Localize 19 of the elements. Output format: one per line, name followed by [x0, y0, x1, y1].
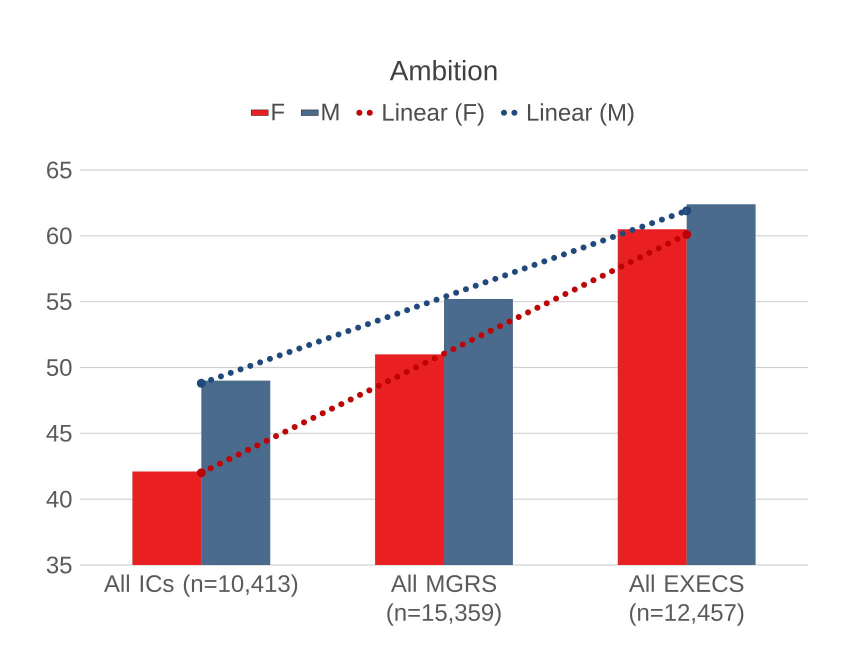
point — [196, 378, 206, 388]
x-tick-label: All MGRS (n=15,359) — [387, 574, 501, 626]
point — [196, 468, 206, 478]
y-tick-label: 50 — [46, 359, 72, 376]
point — [682, 230, 692, 240]
legend-label: Linear (F) — [383, 103, 484, 126]
y-tick-label: 35 — [46, 556, 72, 574]
legend-label: Linear (M) — [528, 103, 634, 126]
x-tick-label: All EXECS (n=12,457) — [628, 574, 744, 626]
legend-label: F — [272, 104, 284, 120]
y-tick-label: 45 — [46, 424, 72, 442]
point — [682, 206, 692, 216]
chart-title: Ambition — [390, 60, 496, 80]
legend-label: M — [322, 104, 338, 120]
y-tick-label: 60 — [47, 227, 72, 244]
y-tick-label: 65 — [47, 162, 72, 178]
y-tick-label: 55 — [46, 293, 72, 310]
y-tick-label: 40 — [46, 490, 72, 508]
x-tick-label: All ICs (n=10,413) — [104, 574, 298, 597]
